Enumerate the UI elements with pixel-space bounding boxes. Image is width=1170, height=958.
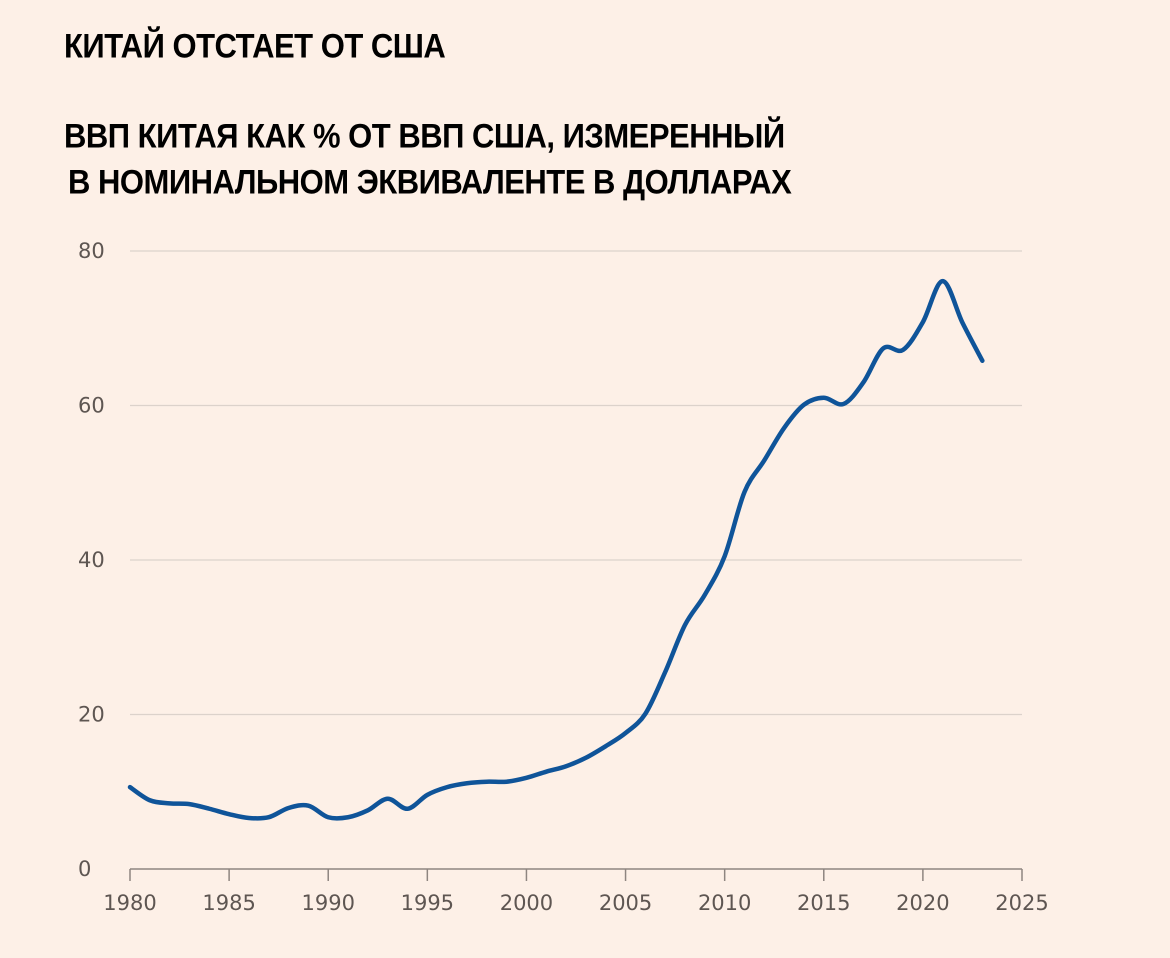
x-tick-label: 1995 bbox=[401, 891, 454, 915]
series-line-china-gdp bbox=[127, 278, 985, 821]
x-tick-label: 2010 bbox=[698, 891, 751, 915]
x-tick-label: 2000 bbox=[500, 891, 553, 915]
chart-subtitle-line-2: В НОМИНАЛЬНОМ ЭКВИВАЛЕНТЕ В ДОЛЛАРАХ bbox=[68, 162, 792, 202]
x-tick-label: 2025 bbox=[995, 891, 1048, 915]
chart-subtitle-line-1: ВВП КИТАЯ КАК % ОТ ВВП США, ИЗМЕРЕННЫЙ bbox=[64, 116, 785, 156]
y-tick-label: 40 bbox=[78, 548, 105, 572]
x-tick-label: 2015 bbox=[797, 891, 850, 915]
y-tick-label: 0 bbox=[78, 857, 91, 881]
x-tick-label: 1985 bbox=[202, 891, 255, 915]
y-tick-label: 20 bbox=[78, 703, 105, 727]
x-tick-label: 2005 bbox=[599, 891, 652, 915]
x-tick-label: 2020 bbox=[896, 891, 949, 915]
x-tick-label: 1990 bbox=[301, 891, 354, 915]
y-tick-label: 60 bbox=[78, 394, 105, 418]
x-tick-label: 1980 bbox=[103, 891, 156, 915]
chart-title: КИТАЙ ОТСТАЕТ ОТ США bbox=[64, 26, 446, 66]
y-tick-label: 80 bbox=[78, 239, 105, 263]
